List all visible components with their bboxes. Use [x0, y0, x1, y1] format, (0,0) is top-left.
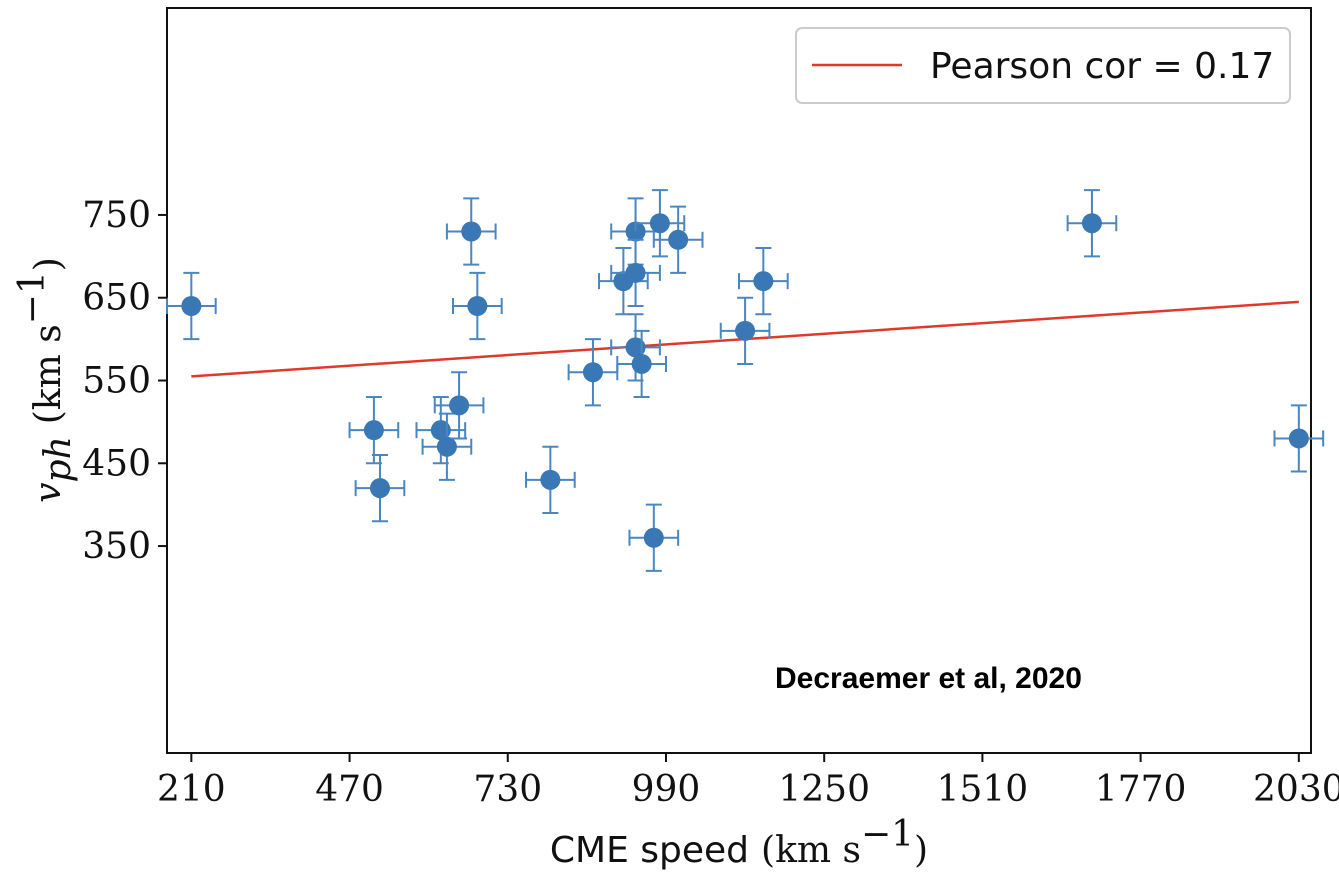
y-tick-label: 550: [82, 361, 151, 402]
data-point-9: [567, 338, 619, 407]
y-axis-label: vph (km s−1): [12, 257, 79, 503]
data-point-8: [525, 445, 576, 514]
point-marker: [625, 337, 646, 358]
data-point-2: [354, 454, 406, 523]
data-point-11: [610, 197, 661, 266]
point-marker: [753, 271, 774, 292]
data-point-1: [348, 396, 400, 465]
legend: Pearson cor = 0.17: [795, 27, 1291, 104]
point-marker: [181, 296, 202, 316]
x-axis-label: CME speed (km s−1): [550, 814, 928, 871]
point-marker: [369, 478, 390, 499]
y-tick-label: 350: [82, 526, 151, 567]
data-point-14: [616, 329, 667, 399]
point-marker: [625, 221, 646, 242]
point-marker: [363, 420, 384, 441]
x-tick-label: 2030: [1253, 769, 1339, 810]
y-tick-label: 650: [82, 278, 151, 319]
data-point-4: [421, 412, 473, 481]
x-tick-label: 990: [632, 769, 701, 810]
point-marker: [582, 362, 603, 383]
y-axis-label-close: ): [28, 257, 69, 271]
point-marker: [625, 262, 646, 283]
data-points-layer: [166, 189, 1325, 572]
citation-annotation: Decraemer et al, 2020: [775, 662, 1082, 695]
point-marker: [449, 395, 470, 416]
point-marker: [1288, 428, 1309, 449]
data-point-0: [166, 271, 217, 341]
y-axis-label-var: v: [28, 482, 69, 502]
point-marker: [540, 469, 561, 490]
x-tick-label: 210: [157, 769, 226, 810]
x-axis-label-unit: (km s: [761, 830, 861, 871]
data-point-13: [610, 313, 661, 382]
x-axis-ticks: 210 470 730 990 1250 1510 1770 2030: [157, 753, 1339, 810]
x-tick-label: 1250: [778, 769, 870, 810]
point-marker: [467, 296, 488, 316]
y-axis-label-exponent: −1: [12, 271, 53, 324]
point-marker: [649, 213, 670, 234]
legend-box: [795, 27, 1291, 104]
y-axis-ticks: 350 450 550 650 750: [82, 195, 167, 567]
legend-label: Pearson cor = 0.17: [930, 46, 1274, 87]
data-point-12: [610, 238, 661, 307]
data-point-5: [433, 371, 485, 440]
point-marker: [461, 221, 482, 242]
y-tick-label: 750: [82, 195, 151, 236]
point-marker: [430, 420, 451, 441]
point-marker: [668, 229, 689, 250]
x-tick-label: 730: [473, 769, 542, 810]
x-axis-label-text: CME speed: [550, 830, 749, 871]
data-point-19: [738, 247, 789, 316]
data-point-15: [628, 503, 680, 572]
y-tick-label: 450: [82, 443, 151, 484]
y-axis-label-unit: (km s: [28, 324, 69, 424]
x-tick-label: 1510: [937, 769, 1029, 810]
point-marker: [1081, 213, 1102, 234]
point-marker: [436, 436, 457, 457]
data-point-20: [1066, 189, 1118, 258]
x-tick-label: 470: [315, 769, 384, 810]
data-point-21: [1273, 404, 1325, 473]
x-axis-label-exponent: −1: [861, 814, 914, 855]
data-point-16: [634, 189, 686, 258]
x-tick-label: 1770: [1095, 769, 1187, 810]
data-point-6: [445, 197, 497, 266]
point-marker: [735, 320, 756, 341]
data-point-17: [652, 205, 704, 274]
plot-frame: [166, 7, 1312, 754]
point-marker: [643, 527, 664, 548]
x-axis-label-close: ): [914, 830, 928, 871]
data-point-7: [452, 271, 503, 341]
y-axis-label-sub: ph: [38, 436, 79, 482]
data-point-18: [719, 296, 771, 365]
point-marker: [631, 353, 652, 374]
